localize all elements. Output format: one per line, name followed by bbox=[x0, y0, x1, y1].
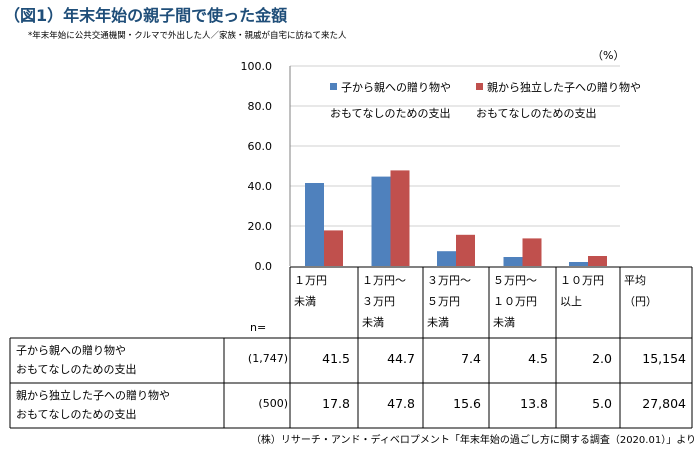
bar bbox=[588, 256, 607, 266]
legend-label: 親から独立した子への贈り物や bbox=[487, 80, 641, 94]
legend-label: 子から親への贈り物や bbox=[341, 80, 451, 94]
column-header: ５万円 bbox=[427, 295, 460, 308]
y-tick-label: 0.0 bbox=[255, 260, 273, 273]
table-cell-value: 47.8 bbox=[387, 396, 415, 411]
column-header: ５万円～ bbox=[493, 274, 537, 287]
y-tick-label: 20.0 bbox=[248, 220, 273, 233]
column-header: １０万円 bbox=[493, 295, 537, 308]
average-value: 27,804 bbox=[642, 396, 686, 411]
table-cell-value: 7.4 bbox=[461, 351, 481, 366]
bar bbox=[569, 262, 588, 266]
column-header: 未満 bbox=[362, 316, 384, 329]
column-header: 以上 bbox=[560, 295, 582, 308]
bar bbox=[456, 234, 475, 266]
n-label: n= bbox=[250, 321, 267, 334]
y-tick-label: 100.0 bbox=[241, 60, 273, 73]
row-label: 子から親への贈り物や bbox=[16, 344, 126, 357]
table-cell-value: 17.8 bbox=[322, 396, 350, 411]
sample-size: (1,747) bbox=[247, 352, 288, 365]
table-cell-value: 2.0 bbox=[592, 351, 612, 366]
bar bbox=[324, 230, 343, 266]
column-header: 平均 bbox=[624, 274, 646, 287]
table-cell-value: 13.8 bbox=[520, 396, 548, 411]
column-header: １万円～ bbox=[362, 274, 406, 287]
row-label: おもてなしのための支出 bbox=[16, 408, 137, 421]
row-label: おもてなしのための支出 bbox=[16, 363, 137, 376]
legend-swatch bbox=[330, 83, 337, 90]
column-header: 未満 bbox=[294, 295, 316, 308]
source-note: （株）リサーチ・アンド・ディベロプメント「年末年始の過ごし方に関する調査（202… bbox=[250, 435, 696, 446]
bar bbox=[390, 170, 410, 266]
column-header: ３万円 bbox=[362, 295, 395, 308]
column-header: １０万円 bbox=[560, 274, 604, 287]
y-tick-label: 80.0 bbox=[248, 100, 273, 113]
subtitle: *年末年始に公共交通機関・クルマで外出した人／家族・親戚が自宅に訪ねて来た人 bbox=[28, 31, 347, 41]
column-header: 未満 bbox=[427, 316, 449, 329]
average-value: 15,154 bbox=[642, 351, 686, 366]
bar bbox=[305, 183, 324, 266]
table-cell-value: 5.0 bbox=[592, 396, 612, 411]
legend-swatch bbox=[476, 83, 483, 90]
bar bbox=[503, 257, 523, 266]
table-cell-value: 44.7 bbox=[387, 351, 415, 366]
row-label: 親から独立した子への贈り物や bbox=[16, 389, 170, 402]
bar bbox=[371, 176, 391, 266]
y-tick-label: 40.0 bbox=[248, 180, 273, 193]
y-tick-label: 60.0 bbox=[248, 140, 273, 153]
column-header: 未満 bbox=[493, 316, 515, 329]
legend-label: おもてなしのための支出 bbox=[330, 106, 451, 120]
sample-size: (500) bbox=[258, 397, 288, 410]
unit-label: （%） bbox=[592, 49, 625, 62]
table-cell-value: 4.5 bbox=[528, 351, 548, 366]
table-cell-value: 41.5 bbox=[322, 351, 350, 366]
column-header: （円） bbox=[624, 295, 657, 308]
table-cell-value: 15.6 bbox=[453, 396, 481, 411]
column-header: ３万円～ bbox=[427, 274, 471, 287]
page-title: （図1）年末年始の親子間で使った金額 bbox=[4, 6, 288, 25]
column-header: １万円 bbox=[294, 274, 327, 287]
bar bbox=[522, 238, 542, 266]
legend-label: おもてなしのための支出 bbox=[476, 106, 597, 120]
bar bbox=[437, 251, 456, 266]
